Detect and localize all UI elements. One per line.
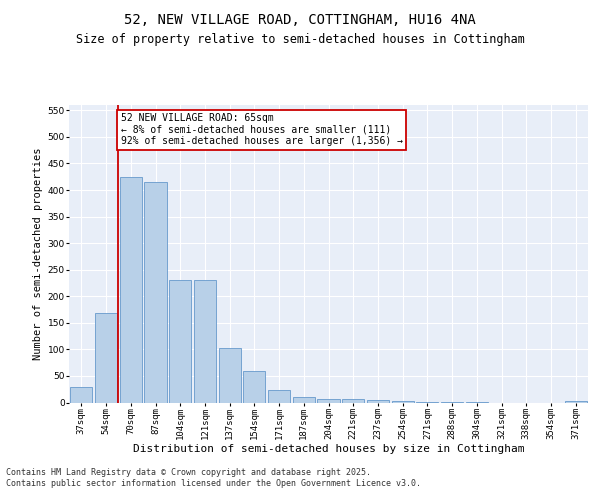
Bar: [317, 399, 340, 402]
Bar: [169, 280, 191, 402]
Bar: [194, 280, 216, 402]
X-axis label: Distribution of semi-detached houses by size in Cottingham: Distribution of semi-detached houses by …: [133, 444, 524, 454]
Text: Contains HM Land Registry data © Crown copyright and database right 2025.
Contai: Contains HM Land Registry data © Crown c…: [6, 468, 421, 487]
Bar: [95, 313, 117, 402]
Bar: [342, 399, 364, 402]
Bar: [293, 397, 315, 402]
Bar: [565, 401, 587, 402]
Bar: [243, 370, 265, 402]
Y-axis label: Number of semi-detached properties: Number of semi-detached properties: [34, 148, 43, 360]
Text: Size of property relative to semi-detached houses in Cottingham: Size of property relative to semi-detach…: [76, 32, 524, 46]
Bar: [367, 400, 389, 402]
Text: 52, NEW VILLAGE ROAD, COTTINGHAM, HU16 4NA: 52, NEW VILLAGE ROAD, COTTINGHAM, HU16 4…: [124, 12, 476, 26]
Bar: [70, 386, 92, 402]
Bar: [145, 182, 167, 402]
Bar: [218, 348, 241, 403]
Text: 52 NEW VILLAGE ROAD: 65sqm
← 8% of semi-detached houses are smaller (111)
92% of: 52 NEW VILLAGE ROAD: 65sqm ← 8% of semi-…: [121, 113, 403, 146]
Bar: [119, 176, 142, 402]
Bar: [268, 390, 290, 402]
